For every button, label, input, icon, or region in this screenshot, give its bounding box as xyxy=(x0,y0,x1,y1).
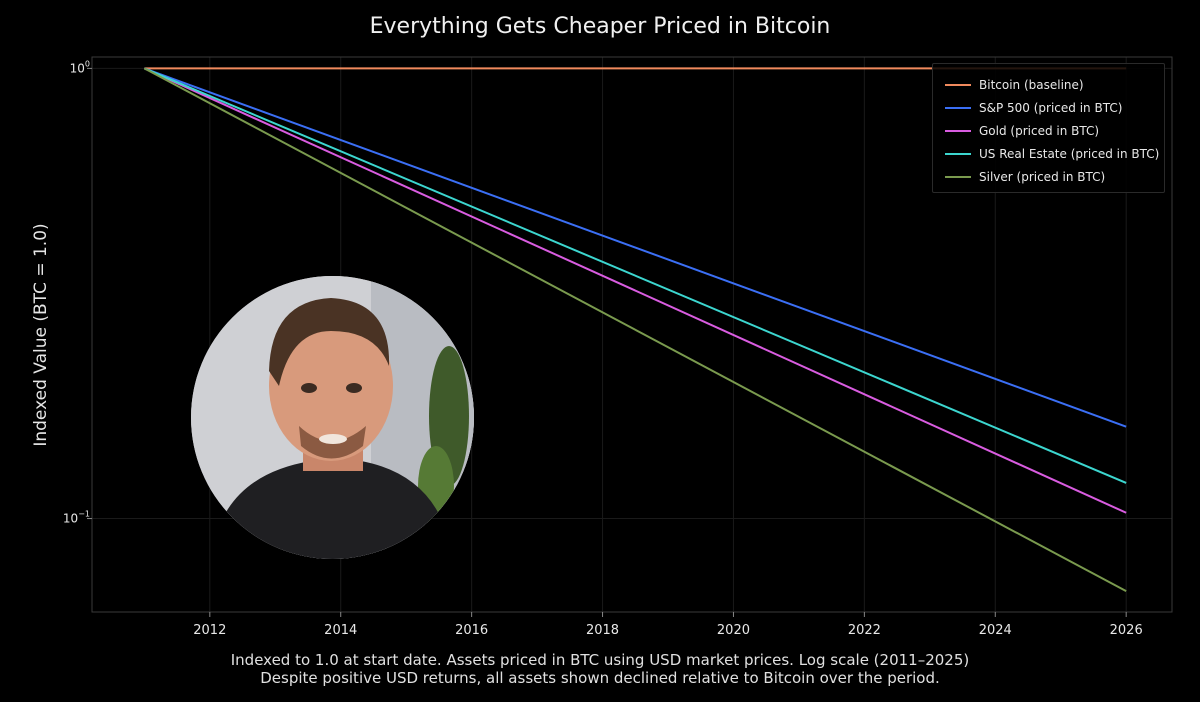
legend-item: Silver (priced in BTC) xyxy=(945,165,1164,188)
x-tick-label: 2022 xyxy=(848,623,881,638)
x-tick-label: 2014 xyxy=(324,623,357,638)
y-tick-label: 10−1 xyxy=(63,510,90,526)
legend-swatch xyxy=(945,129,971,132)
plot-frame xyxy=(91,56,1173,613)
caption-line-2: Despite positive USD returns, all assets… xyxy=(260,669,940,687)
legend-swatch xyxy=(945,106,971,109)
legend-label: Bitcoin (baseline) xyxy=(979,77,1084,92)
y-tick-label: 100 xyxy=(70,59,90,75)
legend-item: Gold (priced in BTC) xyxy=(945,119,1164,142)
presenter-photo xyxy=(191,276,474,559)
legend-label: Silver (priced in BTC) xyxy=(979,169,1106,184)
series-line-1 xyxy=(144,67,1127,428)
series-line-2 xyxy=(143,67,1127,514)
x-tick-label: 2024 xyxy=(979,623,1012,638)
x-axis: 2012 2014 2016 2018 2020 2022 2024 2026 xyxy=(193,612,1143,638)
y-axis-label: Indexed Value (BTC = 1.0) xyxy=(31,223,51,447)
series-line-3 xyxy=(143,67,1127,484)
legend-swatch xyxy=(945,175,971,178)
x-tick-label: 2012 xyxy=(193,623,226,638)
x-tick-label: 2020 xyxy=(717,623,750,638)
y-axis: 100 10−1 xyxy=(63,59,92,526)
legend-swatch xyxy=(945,152,971,155)
x-tick-label: 2018 xyxy=(586,623,619,638)
x-tick-label: 2016 xyxy=(455,623,488,638)
legend-item: US Real Estate (priced in BTC) xyxy=(945,142,1164,165)
x-tick-label: 2026 xyxy=(1110,623,1143,638)
legend-label: S&P 500 (priced in BTC) xyxy=(979,100,1123,115)
legend: Bitcoin (baseline) S&P 500 (priced in BTC… xyxy=(932,63,1165,193)
caption-line-1: Indexed to 1.0 at start date. Assets pri… xyxy=(230,651,970,669)
presenter-illustration xyxy=(191,276,474,559)
legend-label: US Real Estate (priced in BTC) xyxy=(979,146,1160,161)
legend-swatch xyxy=(945,83,971,86)
chart-title: Everything Gets Cheaper Priced in Bitcoi… xyxy=(369,14,831,39)
legend-label: Gold (priced in BTC) xyxy=(979,123,1100,138)
legend-item: S&P 500 (priced in BTC) xyxy=(945,96,1164,119)
legend-item: Bitcoin (baseline) xyxy=(945,73,1164,96)
series-line-4 xyxy=(143,67,1127,592)
